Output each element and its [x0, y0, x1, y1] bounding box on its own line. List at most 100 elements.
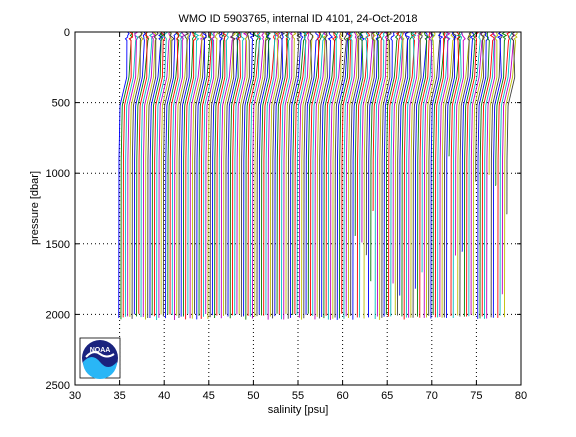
profile-line — [165, 31, 177, 319]
profile-line — [160, 31, 172, 315]
profile-line — [379, 31, 391, 320]
profile-line — [381, 31, 392, 318]
profile-line — [450, 31, 461, 317]
profile-line — [249, 31, 262, 317]
x-tick-label: 35 — [113, 390, 125, 402]
profile-line — [234, 31, 245, 316]
y-tick-label: 1000 — [46, 168, 70, 180]
profile-line — [479, 31, 490, 319]
profile-line — [158, 31, 172, 318]
profile-line — [147, 31, 159, 319]
profile-line — [269, 31, 280, 317]
profile-line — [196, 31, 207, 320]
profile-line — [267, 31, 281, 320]
profile-line — [194, 31, 208, 314]
profile-line — [466, 31, 479, 317]
profile-line — [470, 31, 485, 315]
profile-line — [294, 31, 309, 314]
profile-line — [185, 31, 197, 320]
profile-line — [252, 31, 265, 319]
profile-line — [129, 31, 144, 317]
y-axis-label: pressure [dbar] — [29, 171, 41, 245]
profile-line — [171, 31, 184, 316]
profile-line — [486, 31, 496, 319]
profile-line — [457, 31, 472, 316]
profile-line — [176, 31, 189, 316]
profile-line — [198, 31, 213, 316]
x-tick-label: 55 — [292, 390, 304, 402]
profile-line — [276, 31, 290, 314]
profile-line — [334, 31, 348, 318]
profile-line — [189, 31, 204, 319]
profile-line — [301, 31, 314, 320]
profile-line — [240, 31, 251, 317]
profile-line — [394, 31, 405, 315]
profile-line — [448, 31, 461, 157]
profile-line — [145, 31, 158, 320]
profile-line — [298, 31, 310, 318]
profile-line — [274, 31, 284, 317]
profile-line — [310, 31, 322, 316]
profile-line — [332, 31, 343, 319]
profile-line — [446, 31, 457, 318]
profile-line — [140, 31, 154, 318]
profile-line — [423, 31, 434, 318]
profile-line — [339, 31, 352, 319]
profile-line — [321, 31, 334, 318]
profile-line — [475, 31, 486, 182]
profile-line — [472, 31, 487, 316]
x-tick-label: 70 — [426, 390, 438, 402]
profile-line — [504, 31, 518, 318]
x-tick-label: 65 — [381, 390, 393, 402]
grid-lines — [75, 32, 521, 385]
profile-line — [238, 31, 249, 314]
profile-line — [452, 31, 463, 318]
profile-line — [352, 31, 365, 320]
profile-line — [305, 31, 319, 315]
profile-line — [437, 31, 451, 318]
profile-line — [417, 31, 430, 317]
profile-line — [187, 31, 200, 314]
axes: 30 35 40 45 50 55 60 65 70 75 80 0 500 1000 1500 2000 25… — [46, 27, 528, 402]
profile-line — [350, 31, 362, 316]
profile-line — [243, 31, 256, 317]
y-tick-label: 2000 — [46, 309, 70, 321]
profile-line — [214, 31, 226, 318]
profile-line — [260, 31, 271, 316]
profile-line — [138, 31, 149, 314]
profile-line — [399, 31, 410, 296]
profile-line — [227, 31, 241, 317]
profile-line — [162, 31, 175, 316]
profile-line — [490, 31, 503, 318]
profile-line — [497, 31, 511, 318]
profile-line — [347, 31, 359, 319]
profile-line — [265, 31, 277, 316]
x-tick-label: 75 — [470, 390, 482, 402]
profile-line — [216, 31, 228, 316]
profile-line — [388, 31, 401, 317]
profile-line — [408, 31, 422, 318]
profile-line — [345, 31, 357, 317]
profile-line — [376, 31, 389, 317]
profile-line — [392, 31, 406, 284]
profile-line — [405, 31, 417, 318]
profile-line — [327, 31, 339, 320]
profile-line — [153, 31, 166, 317]
profile-line — [374, 31, 387, 320]
profile-line — [403, 31, 417, 320]
profile-line — [330, 31, 343, 320]
profile-line — [289, 31, 304, 318]
profile-line — [256, 31, 269, 317]
profile-line — [285, 31, 297, 314]
x-tick-label: 50 — [247, 390, 259, 402]
profile-line — [454, 31, 466, 256]
logo-text: NOAA — [90, 347, 111, 354]
profile-line — [156, 31, 169, 321]
chart-title: WMO ID 5903765, internal ID 4101, 24-Oct… — [178, 13, 417, 25]
profile-line — [341, 31, 352, 314]
profile-line — [361, 31, 375, 243]
profile-line — [401, 31, 413, 317]
profile-line — [229, 31, 240, 319]
profile-line — [441, 31, 456, 318]
